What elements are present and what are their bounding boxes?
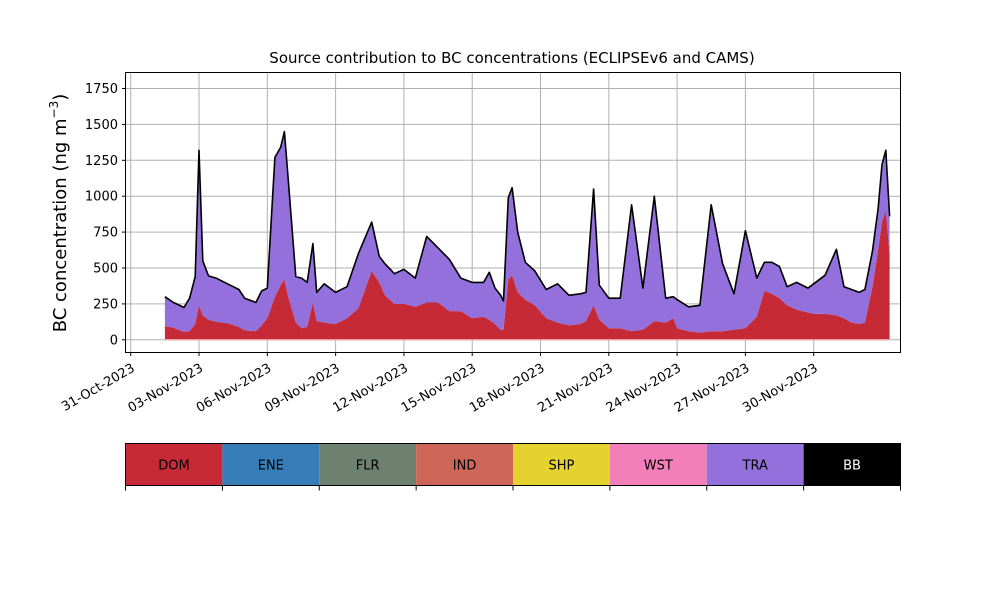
y-tick-label: 1500 [85, 118, 118, 133]
y-axis-ticks: 0 250 500 750 1000 1250 1500 1750 [85, 82, 126, 348]
legend-label-shp: SHP [549, 459, 575, 474]
total-concentration-line [164, 130, 891, 309]
legend-swatch-wst [609, 443, 707, 486]
y-axis-label-sup: −3 [47, 101, 61, 119]
stacked-areas [164, 131, 890, 341]
y-tick-label: 1250 [85, 154, 118, 169]
legend-swatch-tra [706, 443, 804, 486]
y-axis-label-close: ) [50, 94, 71, 101]
x-tick-label: 12-Nov-2023 [331, 361, 411, 416]
x-tick-label: 27-Nov-2023 [672, 361, 752, 416]
legend-swatch-dom [125, 443, 223, 486]
legend: DOM ENE FLR IND SHP WST TRA BB [125, 443, 901, 491]
y-tick-label: 1000 [85, 190, 118, 205]
y-tick-label: 0 [110, 333, 118, 348]
y-tick-label: 1750 [85, 82, 118, 97]
x-tick-label: 15-Nov-2023 [399, 361, 479, 416]
plot-frame [125, 72, 901, 353]
area-dom [164, 210, 890, 340]
legend-swatch-ene [222, 443, 320, 486]
y-axis-label: BC concentration (ng m−3) [47, 94, 71, 333]
area-tra [164, 131, 890, 333]
x-tick-label: 31-Oct-2023 [59, 361, 137, 415]
y-axis-label-main: BC concentration (ng m [50, 118, 71, 332]
chart-title: Source contribution to BC concentrations… [269, 49, 754, 67]
legend-label-ene: ENE [258, 459, 284, 474]
x-tick-label: 03-Nov-2023 [126, 361, 206, 416]
legend-swatch-bb [803, 443, 901, 486]
legend-swatch-shp [513, 443, 610, 486]
legend-label-bb: BB [843, 459, 861, 474]
legend-swatch-ind [416, 443, 513, 486]
y-tick-label: 500 [93, 262, 118, 277]
x-tick-label: 30-Nov-2023 [740, 361, 820, 416]
x-axis-ticks: 31-Oct-202303-Nov-202306-Nov-202309-Nov-… [59, 352, 821, 416]
legend-label-wst: WST [644, 459, 673, 474]
total-line [164, 130, 891, 309]
x-tick-label: 09-Nov-2023 [262, 361, 342, 416]
legend-swatch-flr [319, 443, 417, 486]
x-tick-label: 18-Nov-2023 [467, 361, 547, 416]
y-tick-label: 750 [93, 226, 118, 241]
legend-label-tra: TRA [742, 459, 768, 474]
x-tick-label: 24-Nov-2023 [604, 361, 684, 416]
legend-label-flr: FLR [356, 459, 380, 474]
x-tick-label: 06-Nov-2023 [194, 361, 274, 416]
y-tick-label: 250 [93, 297, 118, 312]
x-tick-label: 21-Nov-2023 [535, 361, 615, 416]
legend-label-ind: IND [453, 459, 477, 474]
legend-label-dom: DOM [158, 459, 189, 474]
